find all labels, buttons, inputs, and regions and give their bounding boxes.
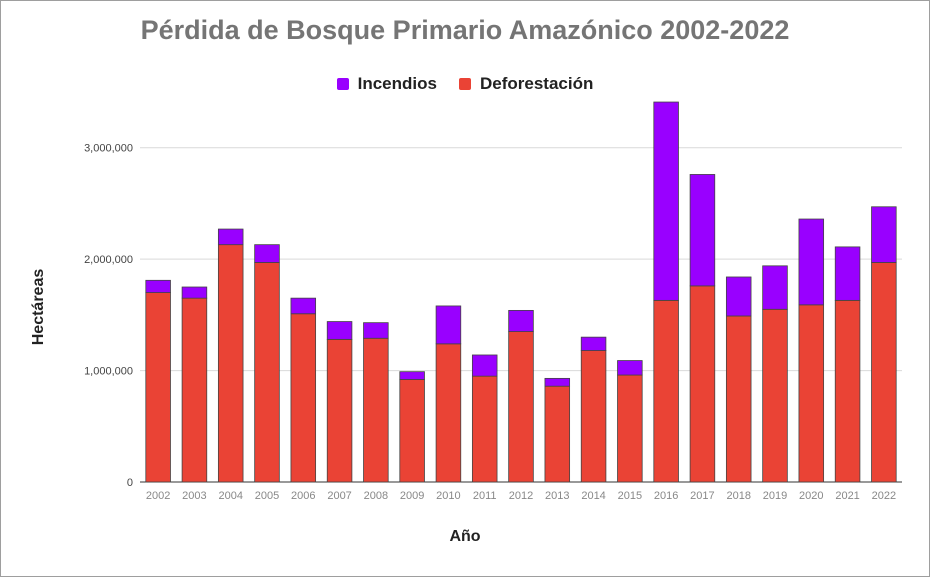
y-tick-label: 0 xyxy=(127,477,133,489)
x-tick-label: 2011 xyxy=(473,490,497,502)
x-tick-label: 2014 xyxy=(581,490,605,502)
legend-label-deforestacion: Deforestación xyxy=(479,74,594,93)
bar-deforestacion-2020 xyxy=(798,304,825,483)
x-tick-labels: 2002 2003 2004 2005 2006 2007 2008 2009 2010 2011… xyxy=(146,490,896,502)
bar-incendios-2021 xyxy=(834,246,861,301)
bar-deforestacion-2018 xyxy=(725,315,752,483)
x-axis-label: Año xyxy=(449,528,481,545)
bar-incendios-2011 xyxy=(471,354,498,377)
bar-deforestacion-2007 xyxy=(326,338,353,483)
y-tick-label: 3,000,000 xyxy=(84,143,133,155)
bar-deforestacion-2012 xyxy=(508,331,534,483)
x-tick-label: 2020 xyxy=(799,490,823,502)
x-tick-label: 2017 xyxy=(690,490,714,502)
bar-incendios-2004 xyxy=(217,228,244,246)
x-tick-label: 2008 xyxy=(364,490,388,502)
x-tick-label: 2015 xyxy=(618,490,642,502)
bar-deforestacion-2013 xyxy=(544,385,571,483)
x-tick-label: 2022 xyxy=(872,490,896,502)
bar-deforestacion-2003 xyxy=(181,297,208,483)
bar-incendios-2009 xyxy=(399,371,425,380)
legend-label-incendios: Incendios xyxy=(357,74,437,93)
legend-swatch-deforestacion xyxy=(458,78,471,90)
bar-incendios-2013 xyxy=(544,377,571,387)
legend: Incendios Deforestación xyxy=(0,74,930,94)
x-tick-label: 2009 xyxy=(400,490,424,502)
bar-deforestacion-2016 xyxy=(653,299,679,483)
bar-incendios-2002 xyxy=(145,279,171,293)
bar-deforestacion-2009 xyxy=(399,379,425,483)
x-tick-label: 2010 xyxy=(436,490,460,502)
y-tick-labels: 0 1,000,000 2,000,000 3,000,000 xyxy=(84,143,133,489)
x-tick-label: 2006 xyxy=(291,490,315,502)
bar-incendios-2017 xyxy=(689,174,716,287)
bar-incendios-2015 xyxy=(617,360,643,376)
legend-item-deforestacion: Deforestación xyxy=(458,74,594,94)
legend-swatch-incendios xyxy=(336,78,349,90)
x-tick-label: 2013 xyxy=(545,490,569,502)
bars xyxy=(145,101,897,483)
bar-incendios-2020 xyxy=(798,218,825,306)
x-tick-label: 2016 xyxy=(654,490,678,502)
bar-incendios-2019 xyxy=(762,265,788,310)
bar-incendios-2018 xyxy=(725,276,752,317)
bar-incendios-2014 xyxy=(580,336,607,351)
y-tick-label: 2,000,000 xyxy=(84,254,133,266)
bar-deforestacion-2017 xyxy=(689,285,716,483)
bar-incendios-2006 xyxy=(290,297,317,315)
x-tick-label: 2002 xyxy=(146,490,170,502)
x-tick-label: 2003 xyxy=(182,490,206,502)
x-tick-label: 2005 xyxy=(255,490,279,502)
bar-incendios-2010 xyxy=(435,305,462,345)
x-tick-label: 2012 xyxy=(509,490,533,502)
x-tick-label: 2007 xyxy=(327,490,351,502)
bar-deforestacion-2005 xyxy=(254,262,280,483)
bar-incendios-2012 xyxy=(508,309,534,332)
bar-incendios-2016 xyxy=(653,101,679,301)
bar-deforestacion-2006 xyxy=(290,313,317,483)
bar-incendios-2008 xyxy=(363,322,389,339)
bar-deforestacion-2014 xyxy=(580,350,607,483)
legend-item-incendios: Incendios xyxy=(336,74,437,94)
bar-deforestacion-2008 xyxy=(363,337,389,483)
bar-deforestacion-2015 xyxy=(617,374,643,483)
x-tick-label: 2004 xyxy=(218,490,242,502)
bar-deforestacion-2022 xyxy=(871,262,897,483)
bar-incendios-2007 xyxy=(326,321,353,340)
bar-incendios-2003 xyxy=(181,286,208,299)
bar-incendios-2022 xyxy=(871,206,897,263)
bar-deforestacion-2021 xyxy=(834,299,861,483)
bar-deforestacion-2019 xyxy=(762,308,788,483)
bar-deforestacion-2004 xyxy=(217,244,244,483)
bar-deforestacion-2002 xyxy=(145,292,171,483)
x-tick-label: 2019 xyxy=(763,490,787,502)
x-tick-label: 2021 xyxy=(835,490,859,502)
chart-title: Pérdida de Bosque Primario Amazónico 200… xyxy=(140,15,790,45)
bar-incendios-2005 xyxy=(254,244,280,263)
x-tick-label: 2018 xyxy=(726,490,750,502)
bar-deforestacion-2011 xyxy=(471,375,498,483)
bar-deforestacion-2010 xyxy=(435,343,462,483)
y-tick-label: 1,000,000 xyxy=(84,366,133,378)
